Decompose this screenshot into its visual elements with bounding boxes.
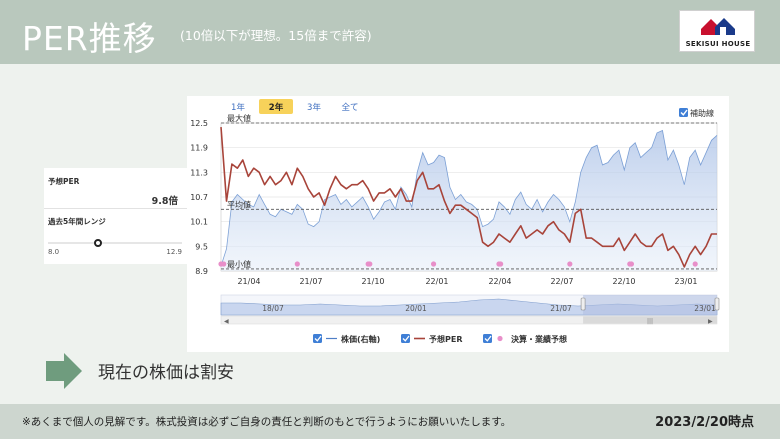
legend-checkbox[interactable] [401,334,410,343]
earnings-event-marker[interactable] [221,261,227,267]
range-min: 8.0 [48,248,60,256]
aux-line-checkbox[interactable] [679,108,688,117]
per-summary-panel: 予想PER 9.8倍 過去5年間レンジ 8.0 12.9 [44,168,188,264]
legend-checkbox[interactable] [483,334,492,343]
legend-label: 決算・業績予想 [511,334,567,344]
sekisui-house-logo: SEKISUI HOUSE [679,10,755,52]
ref-line-label: 最小値 [227,259,251,269]
aux-line-label: 補助線 [690,108,714,118]
range-tab-3[interactable]: 3年 [307,102,321,113]
forward-per-value: 9.8倍 [151,196,178,207]
ref-line-label: 最大値 [227,113,251,123]
check-icon [484,335,492,342]
range-tab-4[interactable]: 全て [341,102,358,113]
as-of-date: 2023/2/20時点 [655,415,754,430]
x-axis-tick: 22/10 [612,277,635,286]
logo-text: SEKISUI HOUSE [685,40,751,48]
page-title: PER推移 [22,19,157,58]
navigator-right-handle[interactable] [714,297,720,311]
tab-label: 1年 [231,102,245,113]
navigator-tick: 23/01 [694,304,716,313]
page-subtitle: (10倍以下が理想。15倍まで許容) [180,28,372,43]
scroll-left-icon: ◀ [224,318,229,325]
legend-item-3[interactable]: 決算・業績予想 [483,334,567,344]
left-axis-tick: 9.5 [195,242,208,251]
range-max: 12.9 [166,248,182,256]
x-axis-tick: 22/07 [550,277,573,286]
range-position-marker [93,239,102,247]
tab-label: 3年 [307,102,321,113]
scroll-right-icon: ▶ [708,318,713,325]
legend-item-2[interactable]: 予想PER [401,334,463,344]
left-axis-tick: 11.9 [190,144,208,153]
conclusion-text: 現在の株価は割安 [98,363,234,383]
legend-label: 株価(右軸) [341,334,380,344]
range-track [48,242,182,244]
earnings-event-marker[interactable] [430,261,437,267]
earnings-event-marker[interactable] [294,261,300,267]
house-logo-icon [701,18,735,35]
earnings-event-marker[interactable] [367,261,373,267]
legend-swatch [497,335,503,342]
x-axis-tick: 22/01 [425,277,448,286]
navigator-tick: 18/07 [262,304,284,313]
footer-bar [0,404,780,439]
navigator-selection[interactable] [583,295,717,315]
range-tab-1[interactable]: 1年 [231,102,245,113]
earnings-event-marker[interactable] [692,261,698,267]
left-axis-tick: 8.9 [195,267,208,276]
x-axis-tick: 21/10 [361,277,384,286]
x-axis-tick: 21/07 [299,277,322,286]
x-axis-tick: 22/04 [488,277,511,286]
earnings-event-marker[interactable] [567,261,573,267]
navigator-tick: 20/01 [405,304,427,313]
x-axis-tick: 23/01 [674,277,697,286]
active-tab-highlight [259,99,293,114]
check-icon [314,335,322,342]
legend-label: 予想PER [429,334,463,344]
scrollbar-grip: ||| [647,318,653,325]
per-chart-panel: 1年 2年 3年 全て 補助線 最大値平均値最小値 12.5 11.9 11.3 10.7 1… [187,96,752,352]
x-axis-tick: 21/04 [237,277,260,286]
left-axis-tick: 11.3 [190,168,208,177]
left-axis-tick: 10.1 [190,218,208,227]
check-icon [402,335,410,342]
price-area-fill [221,130,717,271]
navigator-left-handle[interactable] [580,297,586,311]
aux-line-toggle[interactable]: 補助線 [679,108,714,118]
forward-per-label: 予想PER [48,177,80,186]
per-series-line [220,127,717,268]
tab-label: 2年 [269,102,284,113]
price-series-line [220,129,718,267]
left-axis-tick: 10.7 [190,193,208,202]
scrollbar-thumb[interactable] [583,316,717,324]
disclaimer-text: ※あくまで個人の見解です。株式投資は必ずご自身の責任と判断のもとで行うようにお願… [22,416,512,428]
header-band: PER推移 (10倍以下が理想。15倍まで許容) SEKISUI HOUSE [0,0,780,64]
legend-checkbox[interactable] [313,334,322,343]
ref-line-label: 平均値 [227,199,251,209]
earnings-event-marker[interactable] [628,261,635,267]
earnings-event-marker[interactable] [498,261,504,267]
range-tab-2[interactable]: 2年 [259,99,293,114]
right-arrow-icon [46,353,82,389]
left-axis-tick: 12.5 [190,119,208,128]
five-year-range-label: 過去5年間レンジ [48,217,106,226]
navigator-tick: 21/07 [550,304,572,313]
summary-divider [44,208,188,209]
legend-item-1[interactable]: 株価(右軸) [313,334,380,344]
tab-label: 全て [341,102,358,113]
